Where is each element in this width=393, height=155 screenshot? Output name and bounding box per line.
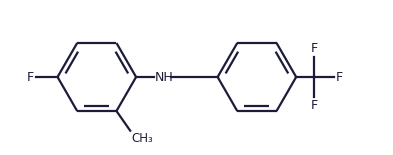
Text: CH₃: CH₃ bbox=[131, 132, 153, 145]
Text: F: F bbox=[310, 99, 318, 112]
Text: F: F bbox=[310, 42, 318, 55]
Text: NH: NH bbox=[155, 71, 174, 84]
Text: F: F bbox=[27, 71, 34, 84]
Text: F: F bbox=[336, 71, 343, 84]
